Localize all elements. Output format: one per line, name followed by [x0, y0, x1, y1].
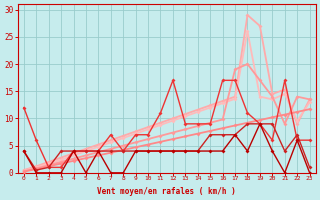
X-axis label: Vent moyen/en rafales ( km/h ): Vent moyen/en rafales ( km/h ): [97, 187, 236, 196]
